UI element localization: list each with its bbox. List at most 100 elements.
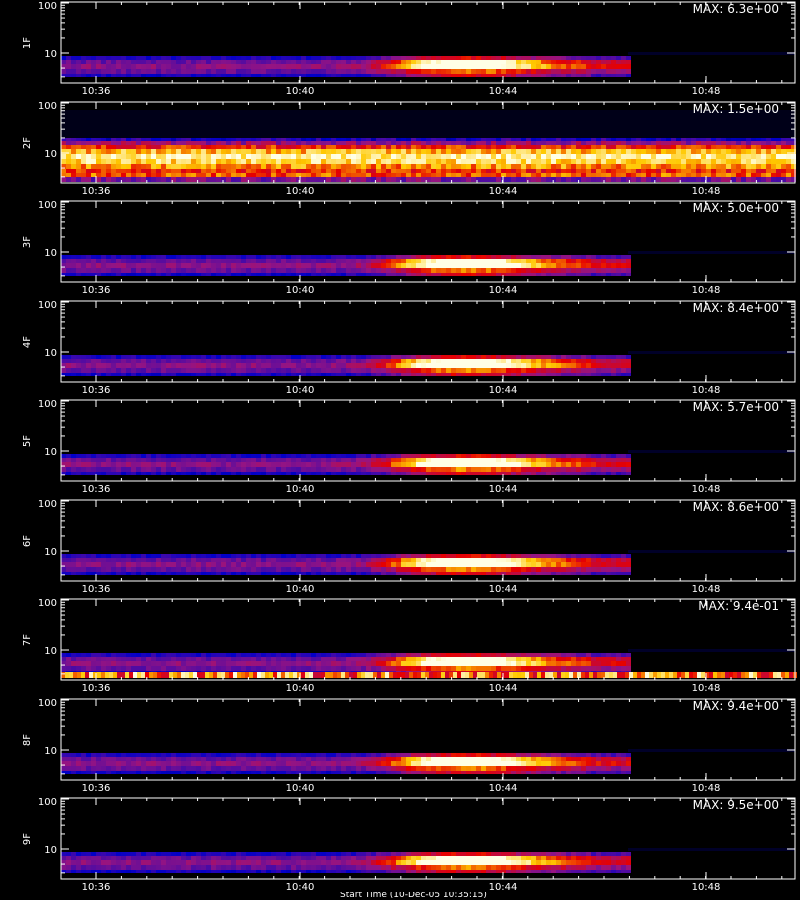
heatmap-cell	[616, 159, 621, 164]
heatmap-cell	[501, 145, 506, 149]
heatmap-cell	[681, 141, 686, 145]
heatmap-cell	[106, 454, 111, 458]
heatmap-cell	[146, 467, 151, 472]
heatmap-cell	[411, 268, 416, 273]
heatmap-cell	[176, 268, 181, 273]
x-tick-label: 10:36	[82, 484, 111, 495]
heatmap-cell	[216, 255, 221, 259]
heatmap-cell	[416, 572, 421, 575]
heatmap-cell	[206, 572, 211, 575]
heatmap-cell	[561, 159, 566, 164]
heatmap-cell	[321, 141, 326, 145]
heatmap-cell	[101, 458, 106, 462]
heatmap-cell	[176, 169, 181, 173]
heatmap-cell	[561, 173, 566, 177]
heatmap-cell	[246, 363, 251, 368]
heatmap-cell	[91, 273, 96, 276]
heatmap-cell	[421, 255, 426, 259]
heatmap-cell	[261, 558, 266, 562]
heatmap-cell	[106, 169, 111, 173]
heatmap-cell	[106, 472, 111, 475]
heatmap-cell	[586, 454, 591, 458]
heatmap-cell	[426, 177, 431, 182]
heatmap-cell	[271, 56, 276, 60]
heatmap-cell	[241, 259, 246, 263]
heatmap-cell	[581, 373, 586, 376]
heatmap-cell	[106, 141, 111, 145]
heatmap-cell	[576, 154, 581, 159]
heatmap-cell	[466, 177, 471, 182]
heatmap-cell	[141, 454, 146, 458]
heatmap-cell	[171, 154, 176, 159]
heatmap-cell	[671, 149, 676, 154]
heatmap-cell	[486, 141, 491, 145]
heatmap-cell	[406, 454, 411, 458]
heatmap-cell	[256, 164, 261, 169]
heatmap-cell	[366, 141, 371, 145]
heatmap-cell	[351, 149, 356, 154]
heatmap-cell	[516, 554, 521, 558]
heatmap-cell	[431, 355, 436, 359]
heatmap-cell	[221, 177, 226, 182]
heatmap-cell	[211, 653, 216, 657]
heatmap-cell	[536, 355, 541, 359]
heatmap-cell	[361, 558, 366, 562]
heatmap-cell	[456, 56, 461, 60]
heatmap-cell	[141, 145, 146, 149]
heatmap-cell	[656, 145, 661, 149]
heatmap-cell	[511, 149, 516, 154]
heatmap-cell	[236, 74, 241, 77]
heatmap-cell	[291, 268, 296, 273]
heatmap-cell	[616, 255, 621, 259]
heatmap-cell	[721, 159, 726, 164]
heatmap-cell	[216, 562, 221, 567]
heatmap-cell	[411, 259, 416, 263]
heatmap-cell	[136, 154, 141, 159]
heatmap-cell	[346, 653, 351, 657]
heatmap-cell	[221, 653, 226, 657]
heatmap-cell	[391, 56, 396, 60]
heatmap-cell	[271, 653, 276, 657]
heatmap-cell	[261, 472, 266, 475]
heatmap-cell	[66, 554, 71, 558]
heatmap-cell	[76, 268, 81, 273]
heatmap-cell	[96, 653, 101, 657]
heatmap-cell	[346, 368, 351, 373]
heatmap-cell	[306, 173, 311, 177]
y-tick-label: 10	[44, 348, 57, 359]
heatmap-cell	[141, 373, 146, 376]
heatmap-cell	[571, 454, 576, 458]
panel-label: 3F	[22, 236, 33, 248]
heatmap-cell	[556, 458, 561, 462]
heatmap-cell	[331, 567, 336, 572]
heatmap-cell	[206, 56, 211, 60]
heatmap-cell	[281, 64, 286, 69]
heatmap-cell	[146, 145, 151, 149]
heatmap-cell	[576, 159, 581, 164]
heatmap-cell	[231, 373, 236, 376]
heatmap-cell	[256, 467, 261, 472]
heatmap-cell	[706, 164, 711, 169]
heatmap-cell	[721, 169, 726, 173]
heatmap-cell	[231, 458, 236, 462]
heatmap-cell	[146, 64, 151, 69]
heatmap-cell	[581, 368, 586, 373]
heatmap-cell	[561, 355, 566, 359]
heatmap-cell	[131, 255, 136, 259]
heatmap-cell	[476, 359, 481, 363]
heatmap-cell	[286, 554, 291, 558]
heatmap-cell	[626, 554, 631, 558]
heatmap-cell	[601, 373, 606, 376]
heatmap-cell	[361, 255, 366, 259]
heatmap-cell	[246, 562, 251, 567]
heatmap-cell	[366, 149, 371, 154]
heatmap-cell	[316, 159, 321, 164]
heatmap-cell	[81, 363, 86, 368]
heatmap-cell	[436, 368, 441, 373]
heatmap-cell	[201, 562, 206, 567]
heatmap-cell	[216, 141, 221, 145]
heatmap-cell	[206, 359, 211, 363]
heatmap-cell	[241, 359, 246, 363]
heatmap-cell	[471, 56, 476, 60]
heatmap-cell	[446, 259, 451, 263]
